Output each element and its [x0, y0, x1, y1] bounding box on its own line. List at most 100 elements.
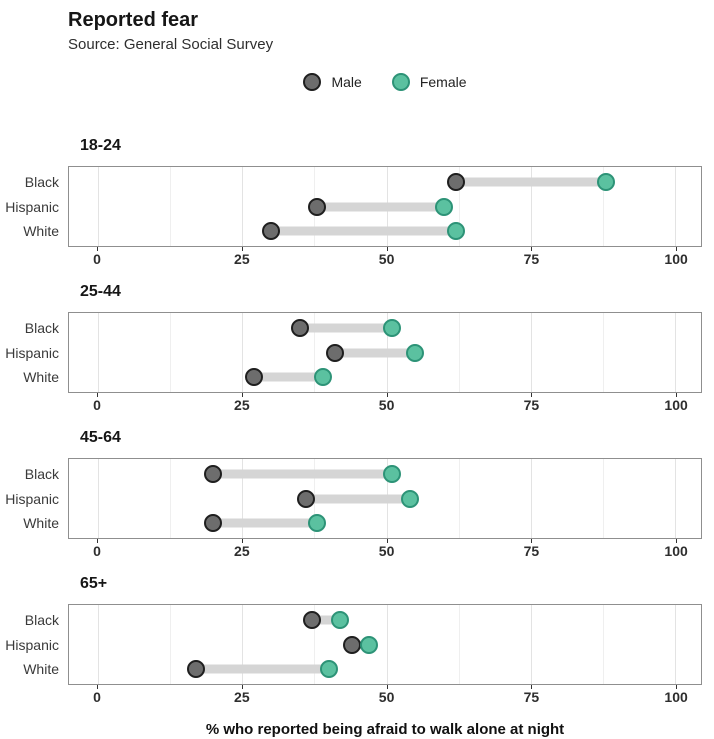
female-dot — [331, 611, 350, 629]
gridline — [458, 313, 460, 392]
dumbbell-bar — [253, 372, 324, 382]
gridline — [530, 313, 532, 392]
gridline — [603, 605, 605, 684]
facet-title: 25-44 — [80, 283, 121, 300]
dumbbell-bar — [271, 226, 456, 236]
row-label: Hispanic — [5, 344, 59, 361]
row-label: Hispanic — [5, 490, 59, 507]
female-dot — [400, 489, 419, 508]
axis-tick-label: 0 — [93, 397, 101, 413]
axis-tick-label: 75 — [523, 689, 540, 705]
gridline — [97, 605, 99, 684]
axis-tick-mark — [97, 247, 99, 251]
axis-tick-label: 50 — [378, 251, 395, 267]
axis-tick-label: 75 — [523, 251, 540, 267]
x-axis: 0 25 50 75 100 — [68, 539, 702, 560]
male-legend-dot-icon — [303, 73, 322, 91]
facet-title: 65+ — [80, 575, 108, 592]
gridline — [170, 605, 172, 684]
axis-tick-mark — [386, 393, 388, 397]
facet-panel: Black Hispanic White — [5, 458, 702, 539]
gridline — [314, 313, 316, 392]
male-dot — [244, 367, 263, 386]
axis-tick-label: 0 — [93, 543, 101, 559]
axis-tick-mark — [386, 247, 388, 251]
axis-tick-mark — [531, 247, 533, 251]
gridline — [530, 605, 532, 684]
gridline — [170, 167, 172, 246]
row-label: White — [23, 514, 59, 531]
gridline — [675, 167, 677, 246]
axis-tick-mark — [97, 539, 99, 543]
row-label: White — [23, 368, 59, 385]
axis-tick-label: 50 — [378, 689, 395, 705]
axis-tick-label: 75 — [523, 543, 540, 559]
female-dot — [308, 513, 327, 532]
legend-label: Female — [419, 74, 467, 90]
male-dot — [446, 173, 465, 191]
gridline — [458, 459, 460, 538]
facet-title: 18-24 — [80, 137, 121, 154]
gridline — [170, 459, 172, 538]
axis-tick-mark — [386, 685, 388, 689]
gridline — [97, 313, 99, 392]
dumbbell-bar — [455, 177, 606, 187]
axis-tick-label: 25 — [234, 689, 250, 705]
axis-tick-label: 0 — [93, 689, 101, 705]
x-axis: 0 25 50 75 100 — [68, 685, 702, 706]
female-dot — [435, 197, 454, 216]
legend: Male Female — [68, 72, 702, 92]
row-label: Black — [24, 320, 59, 336]
axis-tick-label: 25 — [234, 251, 250, 267]
gridline — [458, 167, 460, 246]
male-dot — [342, 635, 361, 654]
gridline — [675, 605, 677, 684]
dumbbell-bar — [311, 615, 341, 625]
male-dot — [296, 489, 315, 508]
dumbbell-bar — [305, 494, 410, 503]
male-dot — [262, 221, 281, 240]
female-dot — [319, 659, 338, 678]
gridline — [675, 459, 677, 538]
female-dot — [406, 343, 425, 362]
facet-25-44: 25-44 Black Hispanic White 0 25 50 75 100 — [0, 282, 714, 414]
axis-tick-mark — [676, 247, 678, 251]
female-dot — [314, 367, 333, 386]
facet-panel: Black Hispanic White — [5, 312, 702, 393]
x-axis: 0 25 50 75 100 — [68, 393, 702, 414]
axis-tick-label: 100 — [664, 397, 688, 413]
gridline — [603, 167, 605, 246]
gridline — [242, 313, 244, 392]
male-dot — [302, 611, 321, 629]
facet-45-64: 45-64 Black Hispanic White 0 25 50 75 100 — [0, 428, 714, 560]
gridline — [97, 459, 99, 538]
dumbbell-bar — [213, 518, 318, 528]
gridline — [530, 167, 532, 246]
legend-item-male: Male — [303, 73, 362, 91]
facet-panel: Black Hispanic White — [5, 166, 702, 247]
male-dot — [187, 659, 206, 678]
gridline — [242, 459, 244, 538]
axis-tick-mark — [241, 393, 243, 397]
female-dot — [446, 221, 465, 240]
dumbbell-bar — [213, 469, 393, 479]
axis-tick-label: 100 — [664, 251, 688, 267]
axis-tick-label: 50 — [378, 543, 395, 559]
axis-tick-mark — [531, 539, 533, 543]
axis-tick-label: 0 — [93, 251, 101, 267]
facet-title: 45-64 — [80, 429, 121, 446]
axis-tick-mark — [241, 247, 243, 251]
axis-tick-label: 100 — [664, 689, 688, 705]
axis-tick-mark — [386, 539, 388, 543]
row-label: White — [23, 660, 59, 677]
axis-tick-mark — [97, 393, 99, 397]
axis-tick-label: 100 — [664, 543, 688, 559]
male-dot — [204, 465, 223, 483]
gridline — [170, 313, 172, 392]
gridline — [458, 605, 460, 684]
male-dot — [204, 513, 223, 532]
dumbbell-bar — [300, 323, 393, 333]
legend-label: Male — [331, 74, 362, 90]
axis-tick-mark — [676, 393, 678, 397]
row-label: White — [23, 222, 59, 239]
